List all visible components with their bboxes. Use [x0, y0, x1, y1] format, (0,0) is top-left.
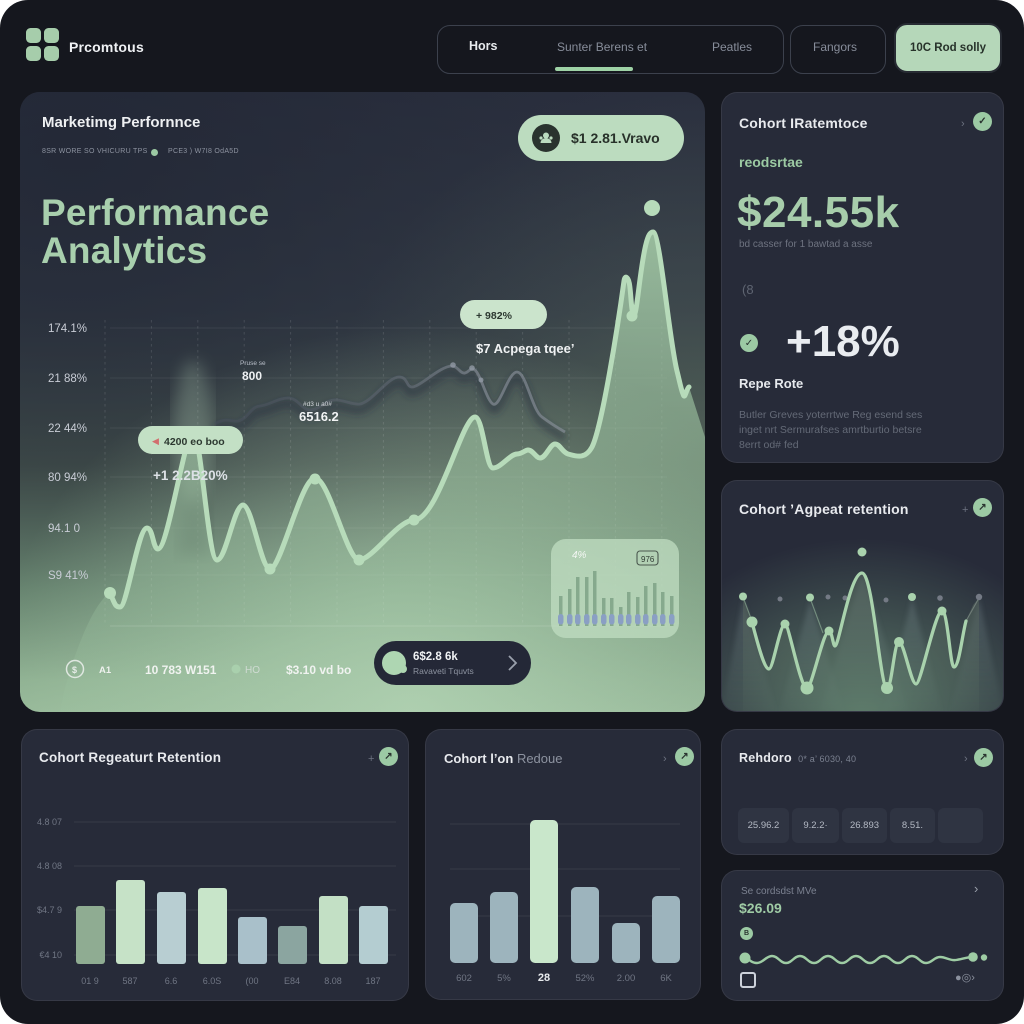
svg-text:$: $: [72, 665, 77, 675]
svg-text:$7 Acpega tqee’: $7 Acpega tqee’: [476, 341, 575, 356]
svg-text:6K: 6K: [660, 973, 672, 984]
svg-text:8.08: 8.08: [324, 976, 342, 986]
svg-text:174.1%: 174.1%: [48, 323, 87, 335]
svg-text:4.8 07: 4.8 07: [37, 817, 62, 827]
svg-text:01 9: 01 9: [81, 976, 99, 986]
svg-text:4200 eo boo: 4200 eo boo: [164, 436, 225, 448]
svg-text:6.0S: 6.0S: [203, 976, 222, 986]
svg-text:€4 10: €4 10: [39, 950, 62, 960]
svg-text:$3.10 vd bo: $3.10 vd bo: [286, 663, 351, 677]
svg-text:$4.7 9: $4.7 9: [37, 905, 62, 915]
svg-text:5%: 5%: [497, 973, 511, 984]
svg-text:#d3 u a0#: #d3 u a0#: [303, 401, 332, 408]
svg-text:976: 976: [641, 555, 655, 564]
svg-text:4%: 4%: [572, 550, 587, 561]
svg-text:602: 602: [456, 973, 472, 984]
svg-text:52%: 52%: [575, 973, 595, 984]
svg-text:A1: A1: [99, 665, 112, 676]
svg-text:Ravaveti Tquvts: Ravaveti Tquvts: [413, 666, 474, 676]
svg-text:6.6: 6.6: [165, 976, 178, 986]
svg-text:80 94%: 80 94%: [48, 472, 87, 484]
svg-text:28: 28: [538, 972, 550, 984]
svg-text:10 783 W151: 10 783 W151: [145, 663, 217, 677]
svg-text:(00: (00: [245, 976, 258, 986]
svg-text:+1 2.2B20%: +1 2.2B20%: [153, 468, 228, 483]
svg-text:6516.2: 6516.2: [299, 409, 339, 424]
svg-text:2.00: 2.00: [617, 973, 636, 984]
svg-text:◀: ◀: [152, 436, 159, 446]
svg-text:HO: HO: [245, 665, 260, 676]
svg-text:587: 587: [122, 976, 137, 986]
svg-text:94.1 0: 94.1 0: [48, 523, 80, 535]
svg-text:+ 982%: + 982%: [476, 310, 513, 322]
svg-text:Pruse se: Pruse se: [240, 360, 266, 367]
svg-text:S9 41%: S9 41%: [48, 570, 88, 582]
svg-text:E84: E84: [284, 976, 300, 986]
svg-text:800: 800: [242, 369, 262, 383]
svg-text:21 88%: 21 88%: [48, 373, 87, 385]
svg-text:22 44%: 22 44%: [48, 423, 87, 435]
svg-text:187: 187: [365, 976, 380, 986]
svg-text:6$2.8 6k: 6$2.8 6k: [413, 651, 458, 663]
svg-text:4.8 08: 4.8 08: [37, 861, 62, 871]
